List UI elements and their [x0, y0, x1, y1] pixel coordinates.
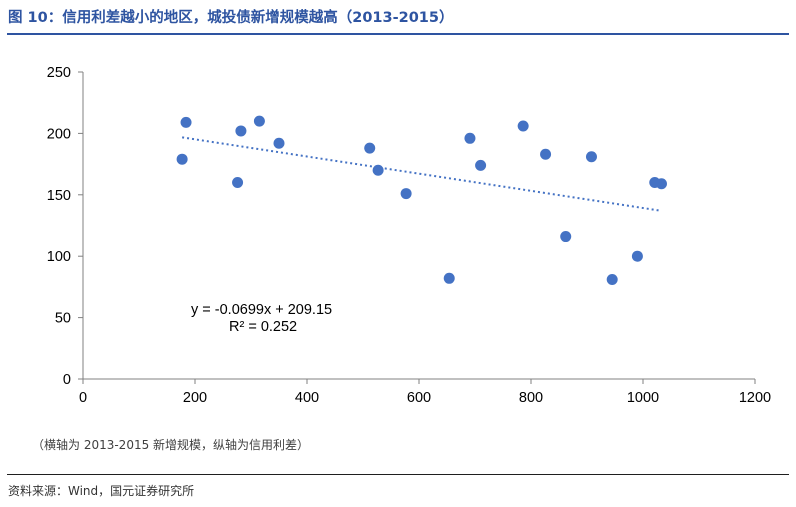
r-squared-label: R² = 0.252 — [229, 319, 297, 335]
data-point — [180, 116, 192, 128]
x-tick-label: 800 — [519, 390, 543, 406]
x-tick-label: 1200 — [739, 390, 771, 406]
data-point — [400, 188, 412, 200]
data-point — [560, 231, 572, 243]
data-point — [464, 132, 476, 144]
y-tick-label: 100 — [47, 249, 71, 265]
y-tick-label: 250 — [47, 65, 71, 81]
x-axis-ticks: 0 200 400 600 800 1000 1200 — [79, 379, 771, 406]
x-tick-label: 400 — [295, 390, 319, 406]
trendline-group — [181, 136, 662, 212]
y-tick-label: 150 — [47, 188, 71, 204]
data-point — [606, 274, 618, 286]
data-point — [540, 148, 552, 160]
data-point — [176, 153, 188, 165]
data-point — [475, 159, 487, 171]
y-tick-label: 200 — [47, 126, 71, 142]
data-point — [443, 272, 455, 284]
x-tick-label: 600 — [407, 390, 431, 406]
y-tick-label: 0 — [63, 372, 71, 388]
figure-title: 图 10：信用利差越小的地区，城投债新增规模越高（2013-2015） — [8, 10, 454, 26]
footer-divider — [7, 474, 789, 475]
data-point — [585, 151, 597, 163]
data-point — [235, 125, 247, 137]
data-point — [631, 250, 643, 262]
y-axis-ticks: 0 50 100 150 200 250 — [47, 65, 83, 388]
title-divider — [7, 33, 789, 35]
data-point — [517, 120, 529, 132]
x-tick-label: 1000 — [627, 390, 659, 406]
data-point — [364, 142, 376, 154]
data-point — [273, 137, 285, 149]
data-points — [176, 115, 667, 286]
data-point — [232, 177, 244, 189]
data-source: 资料来源：Wind，国元证券研究所 — [8, 484, 195, 498]
data-point — [372, 164, 384, 176]
axis-note: （横轴为 2013-2015 新增规模，纵轴为信用利差） — [32, 438, 310, 452]
trendline — [181, 136, 662, 212]
x-tick-label: 200 — [183, 390, 207, 406]
scatter-chart: 0 50 100 150 200 250 0 200 400 600 800 1000 1200 y … — [47, 65, 771, 406]
y-tick-label: 50 — [55, 311, 71, 327]
data-point — [253, 115, 265, 127]
trendline-equation: y = -0.0699x + 209.15 — [191, 302, 332, 318]
data-point — [655, 178, 667, 190]
x-tick-label: 0 — [79, 390, 87, 406]
